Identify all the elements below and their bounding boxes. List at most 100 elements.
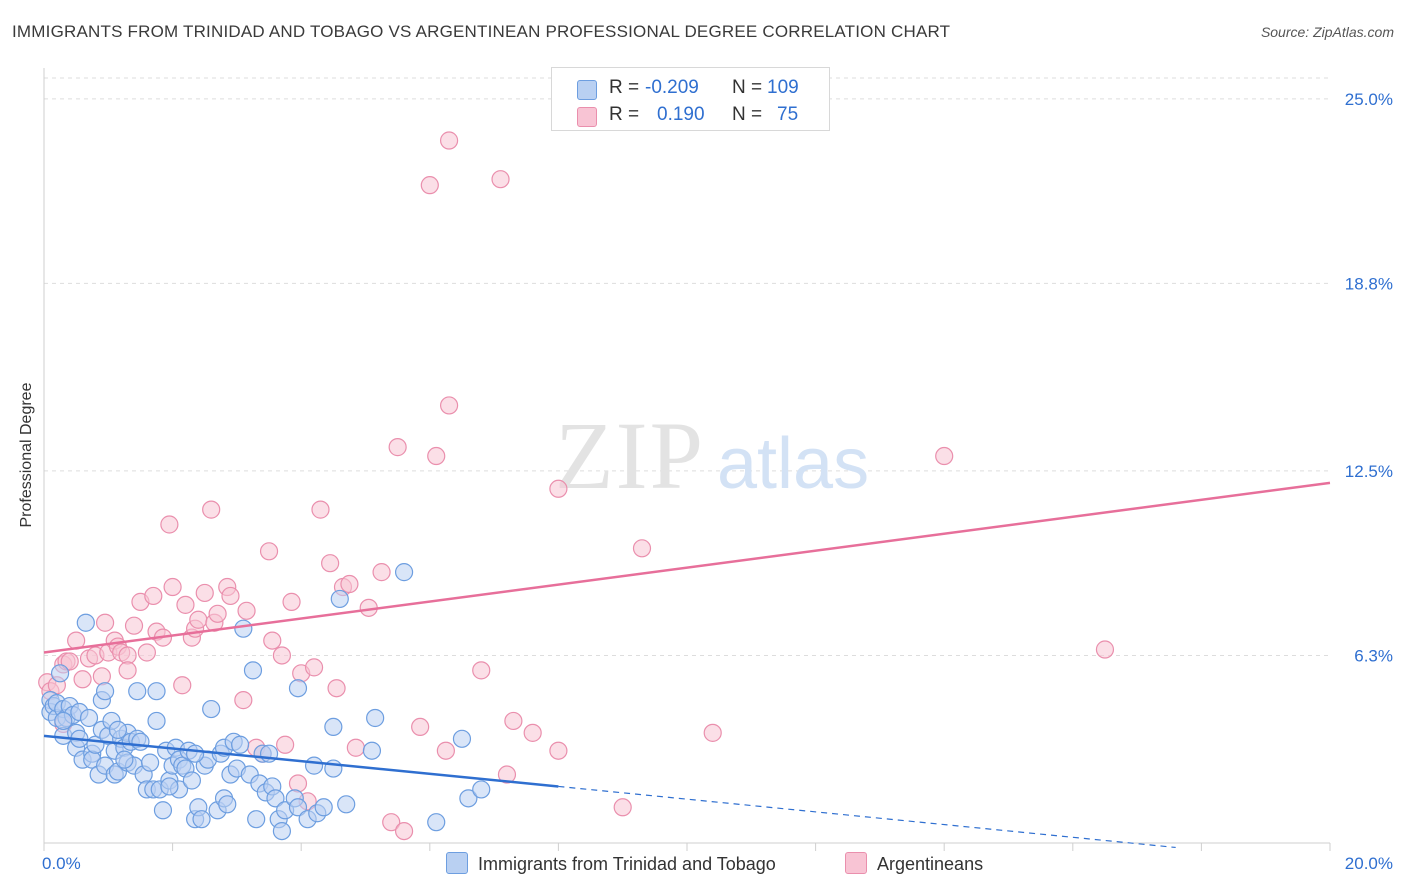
argentineans-point-19: [124, 616, 144, 635]
trinidad-point-16: [79, 708, 99, 728]
argentineans-point-27: [173, 676, 192, 695]
y-tick-label-3: 25.0%: [1345, 90, 1393, 109]
bottom-legend-trinidad: Immigrants from Trinidad and Tobago: [446, 852, 776, 875]
argentineans-point-73: [549, 479, 568, 498]
argentineans-point-47: [288, 774, 308, 793]
trinidad-point-67: [218, 795, 237, 814]
legend-row-argentineans: R = 0.190 N = 75: [552, 101, 829, 129]
argentineans-point-63: [420, 176, 439, 195]
watermark: ZIP atlas: [555, 402, 869, 509]
argentineans-point-31: [189, 610, 208, 629]
argentineans-point-78: [1095, 640, 1115, 659]
bottom-legend-swatch-blue: [446, 852, 468, 874]
trinidad-point-43: [147, 682, 166, 701]
argentineans-points: [38, 131, 1115, 841]
trinidad-point-41: [140, 753, 160, 772]
trinidad-trend-line: [43, 734, 559, 788]
watermark-atlas: atlas: [717, 424, 869, 504]
trinidad-point-36: [128, 682, 147, 701]
trinidad-point-85: [288, 798, 308, 817]
argentineans-point-42: [259, 542, 279, 561]
argentineans-point-56: [346, 738, 365, 757]
argentineans-point-35: [208, 604, 227, 623]
trinidad-point-103: [115, 750, 134, 769]
trinidad-point-101: [472, 780, 491, 799]
argentineans-point-61: [394, 821, 414, 841]
trinidad-point-38: [131, 732, 150, 751]
argentineans-point-53: [327, 679, 346, 698]
tick-labels: 6.3% 12.5% 18.8% 25.0% 0.0% 20.0%: [42, 90, 1393, 873]
argentineans-point-75: [632, 539, 652, 558]
argentineans-point-66: [439, 396, 459, 415]
trinidad-point-71: [234, 619, 253, 638]
trinidad-point-102: [54, 711, 73, 731]
argentineans-trend-line: [43, 481, 1331, 654]
argentineans-point-8: [73, 670, 92, 689]
legend-r-label: R =: [609, 104, 640, 125]
trinidad-trend-extension: [558, 785, 1176, 849]
argentineans-point-51: [311, 500, 330, 519]
argentineans-point-79: [439, 131, 459, 150]
trinidad-point-100: [459, 789, 478, 808]
trinidad-point-98: [427, 813, 446, 832]
argentineans-point-18: [118, 661, 137, 680]
argentineans-point-77: [935, 446, 954, 466]
argentineans-point-6: [60, 652, 79, 671]
trinidad-point-5: [50, 664, 70, 683]
argentineans-point-45: [276, 735, 295, 754]
watermark-zip: ZIP: [555, 402, 705, 509]
argentineans-point-33: [202, 500, 221, 519]
trinidad-point-91: [324, 717, 343, 737]
trinidad-point-73: [243, 661, 263, 680]
trinidad-point-86: [288, 679, 308, 698]
argentineans-point-52: [321, 554, 340, 573]
legend-r-label: R =: [609, 77, 640, 98]
x-tick-label-max: 20.0%: [1345, 854, 1393, 873]
argentineans-point-11: [92, 667, 111, 686]
trinidad-point-108: [108, 720, 128, 739]
argentineans-point-62: [411, 717, 430, 737]
y-tick-label-0: 6.3%: [1354, 646, 1393, 665]
argentineans-point-58: [372, 563, 391, 582]
trinidad-point-23: [95, 682, 115, 701]
argentineans-point-37: [221, 586, 240, 606]
argentineans-point-68: [491, 170, 510, 189]
argentineans-point-38: [234, 691, 253, 710]
argentineans-point-43: [263, 631, 282, 650]
y-tick-label-1: 12.5%: [1345, 462, 1393, 481]
legend-r-value: -0.209: [645, 77, 699, 98]
trinidad-point-107: [186, 744, 205, 763]
trinidad-point-59: [192, 810, 211, 829]
trinidad-points: [41, 563, 491, 841]
legend-n-value: 75: [777, 104, 799, 125]
argentineans-point-69: [497, 765, 517, 784]
bottom-legend-label-trinidad: Immigrants from Trinidad and Tobago: [478, 854, 776, 874]
argentineans-point-22: [144, 586, 163, 606]
argentineans-point-55: [340, 574, 359, 594]
argentineans-point-32: [195, 583, 214, 603]
trinidad-point-74: [247, 810, 266, 829]
trinidad-point-95: [362, 741, 382, 760]
legend-n-value: 109: [767, 77, 799, 98]
argentineans-point-60: [388, 438, 407, 457]
legend-r-value: 0.190: [657, 104, 705, 125]
argentineans-point-72: [549, 741, 568, 760]
argentineans-point-28: [176, 595, 195, 614]
trinidad-point-44: [147, 711, 166, 731]
argentineans-point-21: [137, 643, 156, 662]
trinidad-point-82: [272, 821, 292, 841]
argentineans-point-25: [160, 515, 179, 534]
argentineans-point-46: [282, 592, 301, 611]
trinidad-point-105: [160, 777, 179, 796]
argentineans-point-50: [304, 658, 324, 677]
trinidad-point-62: [202, 699, 221, 719]
trinidad-point-94: [337, 795, 356, 814]
argentineans-point-26: [163, 577, 182, 597]
x-tick-label-min: 0.0%: [42, 854, 81, 873]
trinidad-point-97: [394, 563, 414, 582]
argentineans-point-71: [523, 723, 542, 742]
argentineans-point-74: [613, 798, 632, 817]
trinidad-point-96: [366, 708, 385, 728]
legend-row-trinidad: R = -0.209 N = 109: [552, 74, 829, 102]
